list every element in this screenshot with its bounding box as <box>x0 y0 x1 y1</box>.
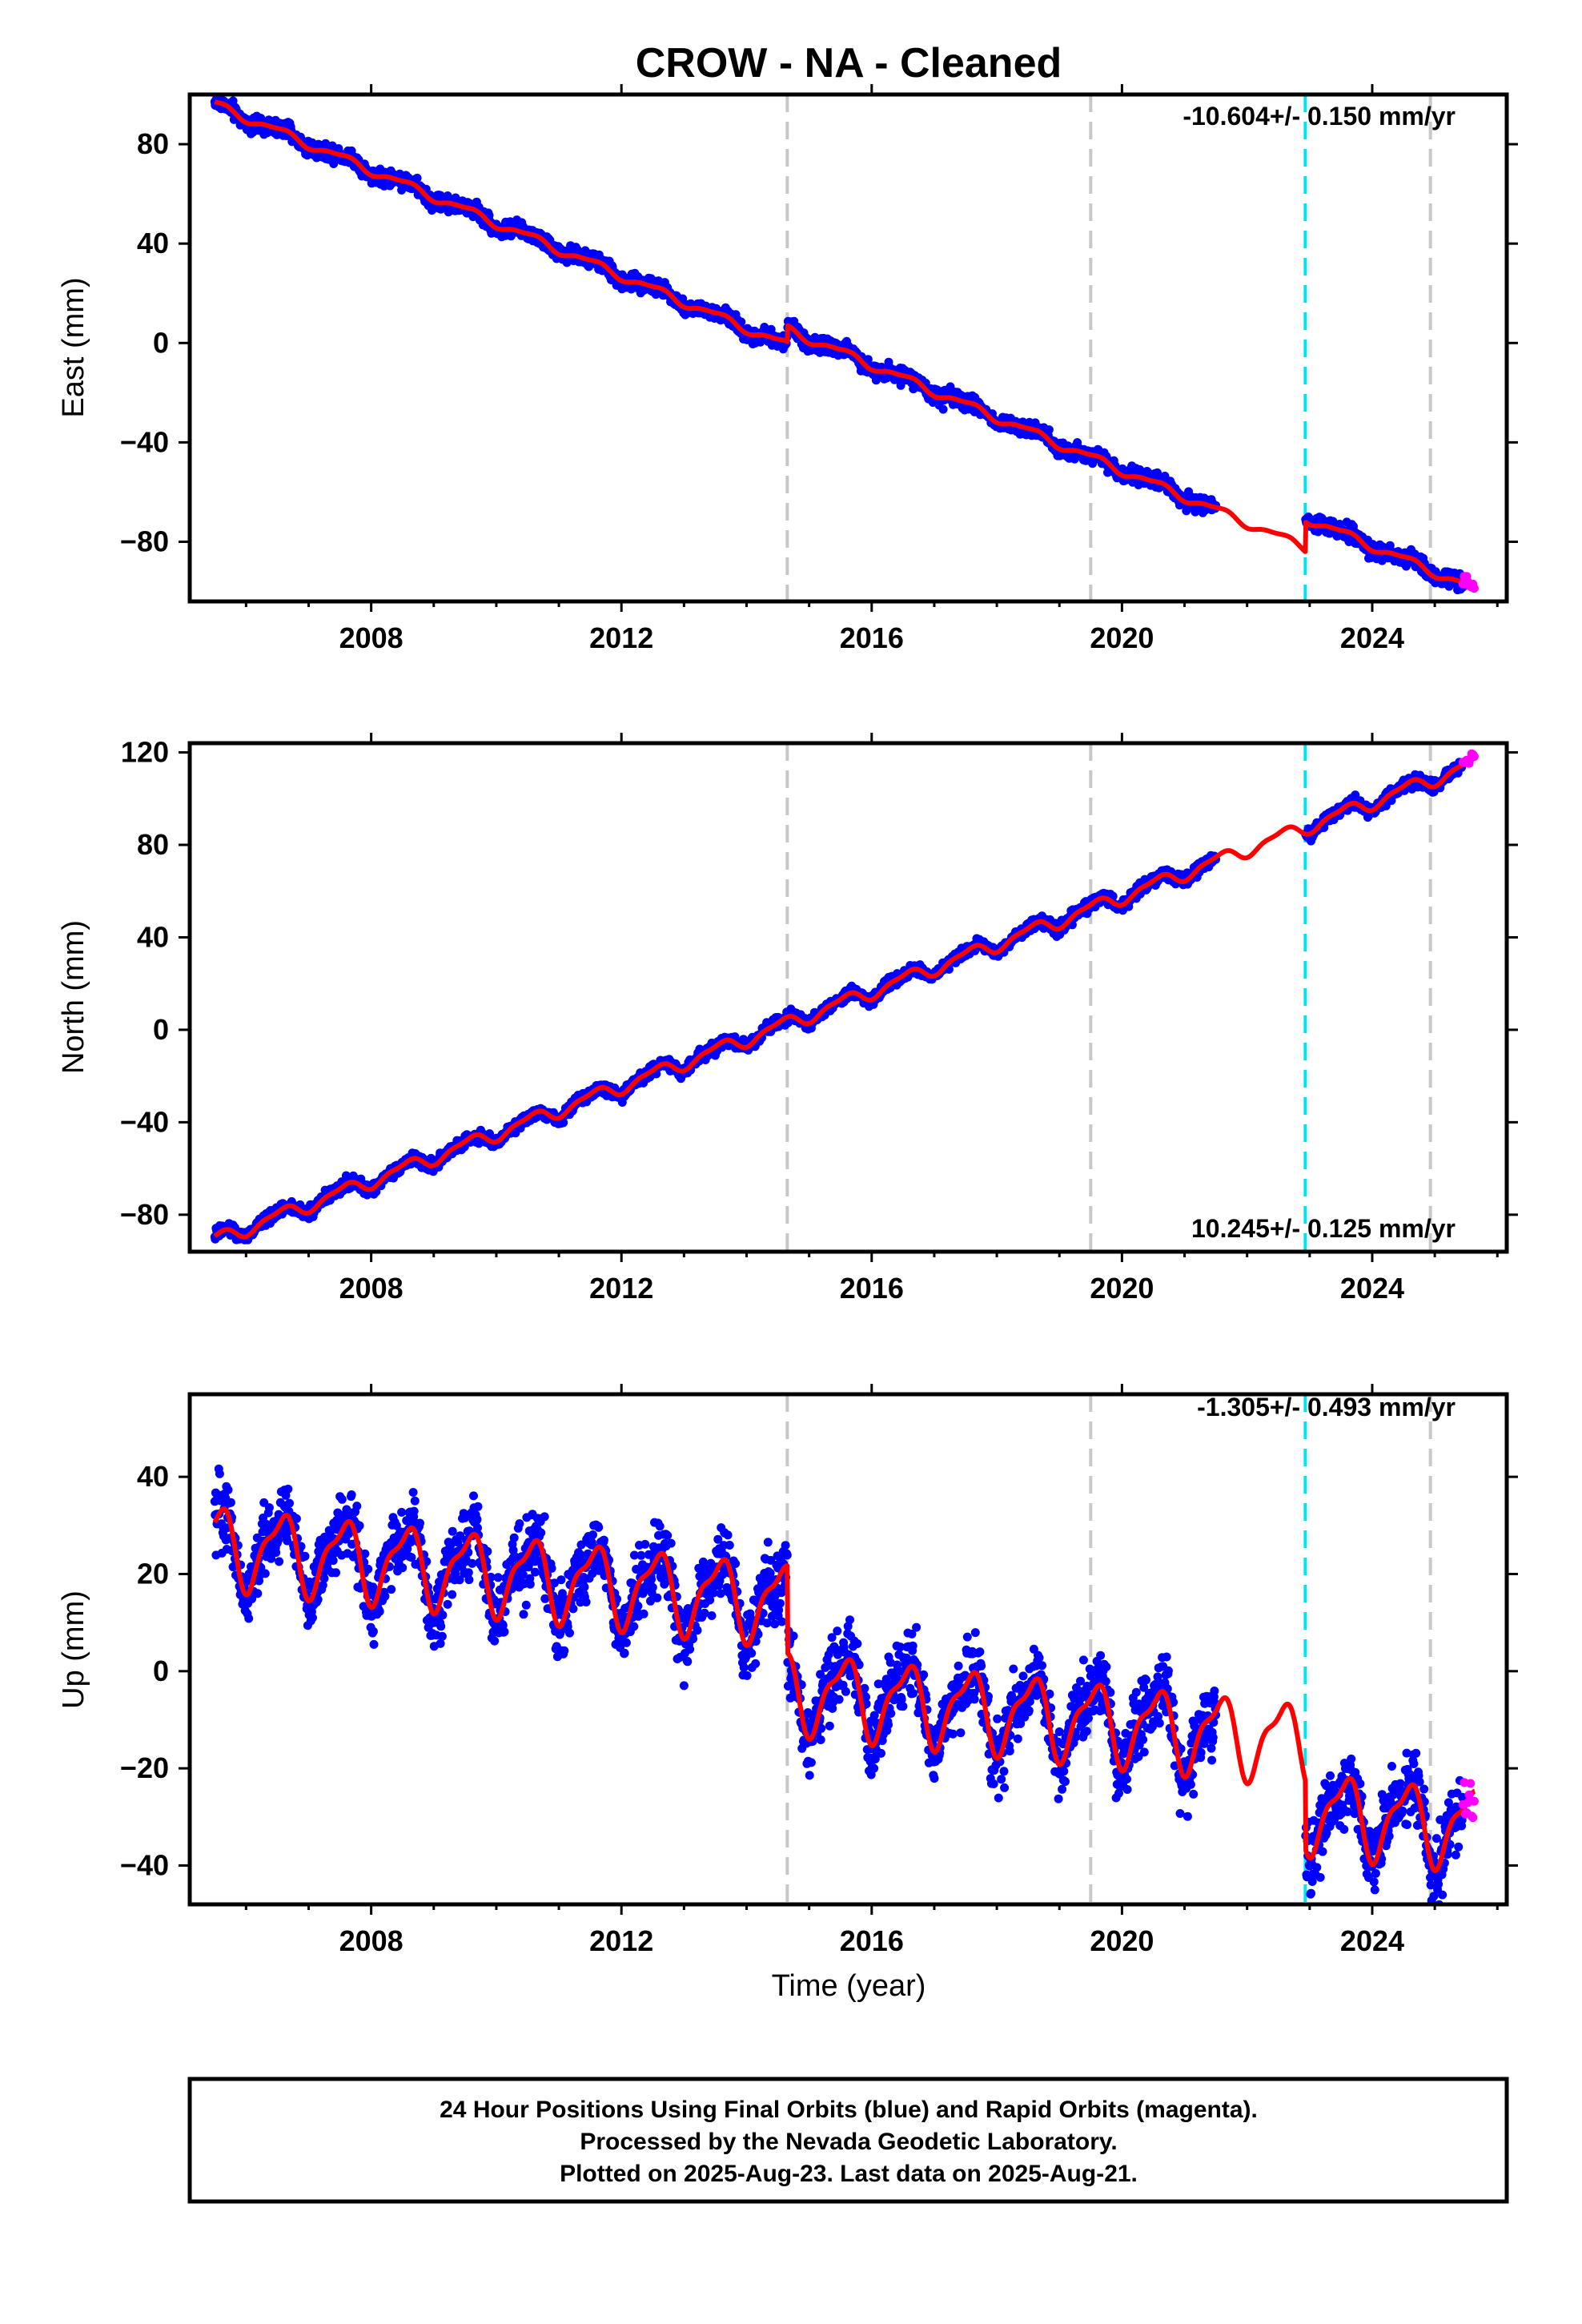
final-orbit-point <box>412 173 422 183</box>
x-tick-label: 2008 <box>339 621 404 654</box>
x-tick-label: 2020 <box>1090 621 1154 654</box>
y-tick-label: 0 <box>153 326 169 359</box>
east-rate-label: -10.604+/- 0.150 mm/yr <box>1182 102 1456 131</box>
final-orbit-points <box>210 94 1468 595</box>
x-tick-label: 2024 <box>1340 621 1404 654</box>
plot-content <box>210 743 1479 1252</box>
x-tick-label: 2012 <box>589 621 653 654</box>
y-tick-label: −80 <box>120 525 169 558</box>
final-orbit-point <box>1044 425 1054 435</box>
east-y-axis-label: East (mm) <box>57 277 90 417</box>
x-tick-label: 2016 <box>840 621 904 654</box>
final-orbit-point <box>938 404 948 414</box>
plot-content <box>210 94 1479 601</box>
chart-title: CROW - NA - Cleaned <box>636 40 1062 86</box>
y-tick-label: 80 <box>137 127 169 160</box>
y-tick-label: −40 <box>120 425 169 458</box>
east-plot-area: 2008 2012 2016 2020 2024 80 40 0 −40 −80 <box>120 84 1518 654</box>
rapid-orbit-point <box>1469 584 1479 593</box>
final-orbit-point <box>863 355 873 364</box>
y-tick-label: 40 <box>137 227 169 259</box>
east-panel: 2008 2012 2016 2020 2024 80 40 0 −40 −80 East (mm… <box>57 84 1518 654</box>
